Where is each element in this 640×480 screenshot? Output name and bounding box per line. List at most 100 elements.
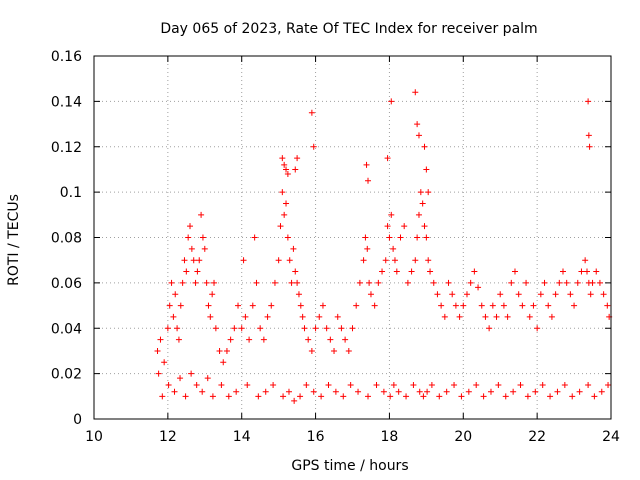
data-point (253, 279, 260, 286)
data-point (395, 388, 402, 395)
data-point (303, 381, 310, 388)
data-point (556, 279, 563, 286)
data-point (480, 393, 487, 400)
data-point (585, 98, 592, 105)
data-point (475, 284, 482, 291)
data-point (199, 388, 206, 395)
data-point (415, 132, 422, 139)
data-point (393, 268, 400, 275)
data-point (537, 291, 544, 298)
data-point (530, 302, 537, 309)
data-point (271, 279, 278, 286)
data-point (182, 393, 189, 400)
data-point (380, 388, 387, 395)
data-point (582, 257, 589, 264)
data-point (227, 336, 234, 343)
y-tick-label: 0.16 (51, 49, 82, 65)
data-point (583, 268, 590, 275)
data-point (585, 132, 592, 139)
data-point (517, 381, 524, 388)
data-point (342, 336, 349, 343)
data-point (487, 388, 494, 395)
data-point (600, 291, 607, 298)
data-point (561, 381, 568, 388)
data-point (244, 381, 251, 388)
data-point (482, 313, 489, 320)
data-point (353, 302, 360, 309)
data-point (319, 302, 326, 309)
data-point (283, 200, 290, 207)
data-point (310, 388, 317, 395)
data-point (327, 336, 334, 343)
data-point (305, 336, 312, 343)
data-point (262, 388, 269, 395)
data-point (452, 302, 459, 309)
data-point (177, 375, 184, 382)
data-point (199, 234, 206, 241)
data-point (578, 268, 585, 275)
data-point (209, 393, 216, 400)
data-point (598, 388, 605, 395)
data-point (255, 393, 262, 400)
data-point (257, 325, 264, 332)
data-point (563, 279, 570, 286)
data-point (212, 325, 219, 332)
data-point (318, 393, 325, 400)
y-tick-label: 0 (73, 412, 82, 428)
x-tick-label: 12 (159, 429, 177, 445)
data-point (362, 234, 369, 241)
data-point (410, 381, 417, 388)
data-point (425, 257, 432, 264)
data-point (193, 381, 200, 388)
data-point (281, 211, 288, 218)
data-point (194, 268, 201, 275)
x-axis-label: GPS time / hours (291, 458, 408, 474)
data-point (420, 393, 427, 400)
data-point (548, 313, 555, 320)
data-point (218, 381, 225, 388)
data-point (414, 121, 421, 128)
data-point (471, 268, 478, 275)
data-point (292, 268, 299, 275)
data-point (155, 370, 162, 377)
chart-title: Day 065 of 2023, Rate Of TEC Index for r… (160, 21, 537, 37)
data-point (185, 234, 192, 241)
data-point (275, 257, 282, 264)
data-point (445, 279, 452, 286)
data-point (291, 397, 298, 404)
data-point (423, 234, 430, 241)
data-point (456, 313, 463, 320)
data-point (421, 143, 428, 150)
data-point (292, 166, 299, 173)
data-point (204, 375, 211, 382)
data-point (286, 257, 293, 264)
data-point (539, 381, 546, 388)
data-point (325, 381, 332, 388)
data-point (379, 268, 386, 275)
data-point (552, 291, 559, 298)
data-point (170, 313, 177, 320)
data-point (301, 325, 308, 332)
data-point (161, 359, 168, 366)
data-point (332, 388, 339, 395)
data-point (366, 279, 373, 286)
data-point (211, 279, 218, 286)
data-point (419, 200, 426, 207)
data-point (451, 381, 458, 388)
data-point (260, 336, 267, 343)
data-point (187, 223, 194, 230)
data-point (486, 325, 493, 332)
data-point (541, 279, 548, 286)
data-point (576, 388, 583, 395)
data-point (355, 388, 362, 395)
data-point (436, 393, 443, 400)
data-point (404, 279, 411, 286)
data-point (294, 155, 301, 162)
data-point (421, 223, 428, 230)
data-point (364, 245, 371, 252)
data-point (463, 291, 470, 298)
data-point (605, 381, 612, 388)
grid-layer (94, 56, 611, 419)
data-point (526, 313, 533, 320)
